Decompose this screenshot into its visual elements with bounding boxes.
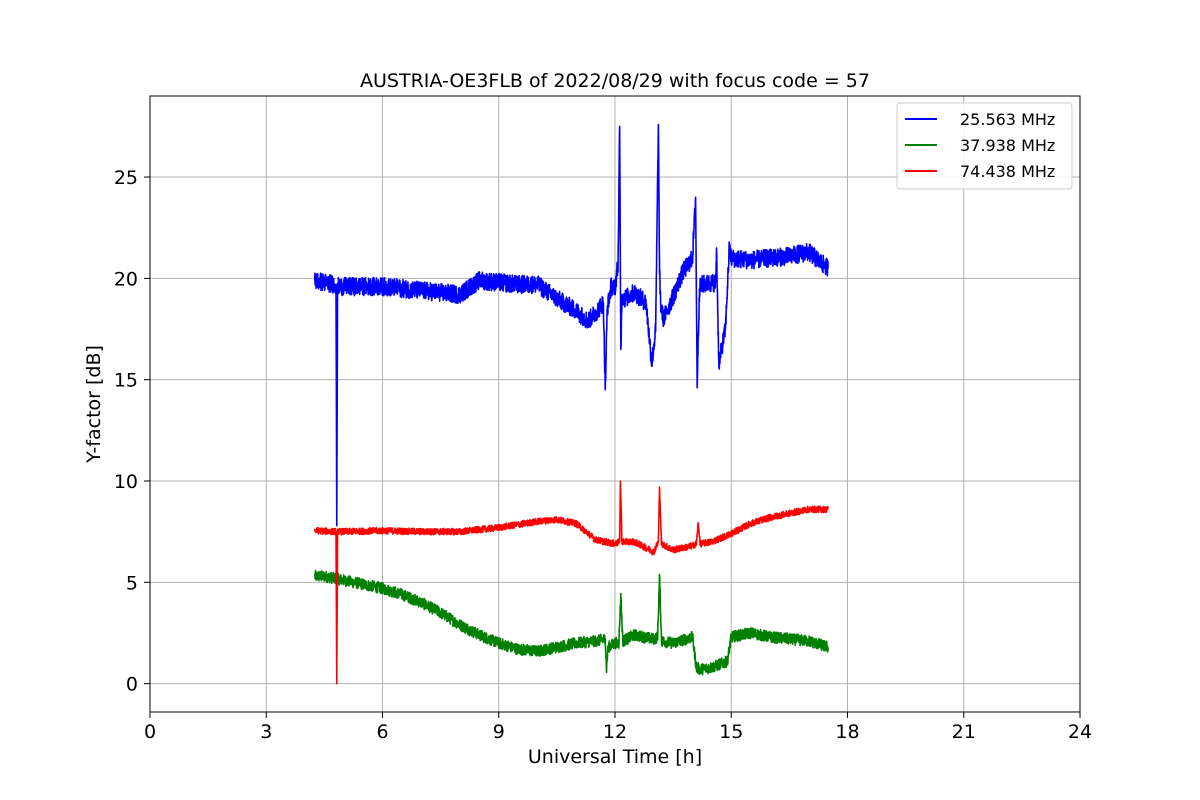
x-tick-label: 15 (719, 721, 743, 743)
plot-lines (313, 123, 829, 685)
legend-box (896, 102, 1073, 190)
x-tick-label: 6 (376, 721, 388, 743)
legend-entry: 37.938 MHz (960, 136, 1055, 155)
x-tick-label: 18 (835, 721, 859, 743)
chart-title: AUSTRIA-OE3FLB of 2022/08/29 with focus … (360, 70, 870, 92)
legend-entry: 74.438 MHz (960, 162, 1055, 181)
series-line-2 (313, 480, 829, 685)
legend-entry: 25.563 MHz (960, 110, 1055, 129)
y-tick-label: 15 (114, 370, 138, 392)
x-tick-label: 21 (952, 721, 976, 743)
x-tick-label: 3 (260, 721, 272, 743)
x-tick-label: 12 (603, 721, 627, 743)
x-tick-label: 9 (493, 721, 505, 743)
y-tick-label: 10 (114, 471, 138, 493)
y-tick-label: 5 (126, 572, 138, 594)
x-axis-label: Universal Time [h] (528, 746, 702, 768)
ticks: 0 3 6 9 12 15 18 21 24 0 5 10 15 20 25 (114, 167, 1092, 743)
y-tick-label: 20 (114, 268, 138, 290)
y-tick-label: 0 (126, 674, 138, 696)
x-tick-label: 24 (1068, 721, 1092, 743)
legend: 25.563 MHz 37.938 MHz 74.438 MHz (896, 102, 1073, 190)
series-line-0 (313, 123, 829, 527)
series-line-1 (313, 569, 829, 676)
x-tick-label: 0 (144, 721, 156, 743)
y-tick-label: 25 (114, 167, 138, 189)
y-axis-label: Y-factor [dB] (83, 345, 105, 464)
